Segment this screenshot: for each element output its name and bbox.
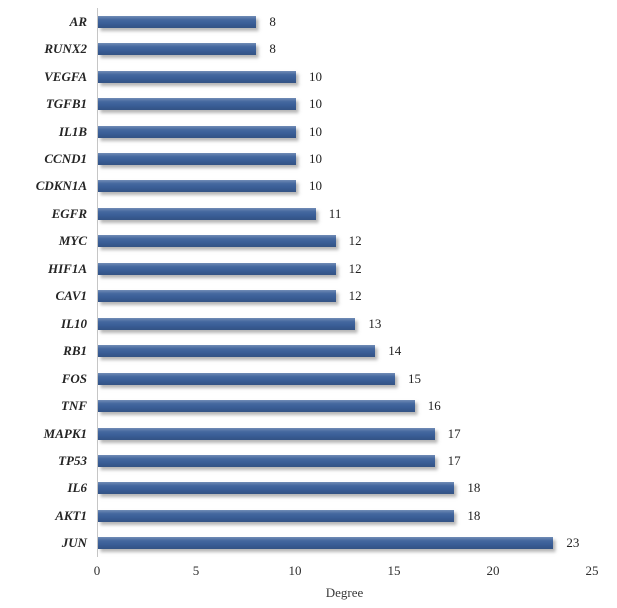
- bar-row: AKT1 18: [0, 502, 617, 529]
- y-axis-line: [97, 8, 98, 557]
- bar-row: CCND1 10: [0, 145, 617, 172]
- category-label: TGFB1: [45, 96, 87, 112]
- bar-row: CAV1 12: [0, 283, 617, 310]
- category-label: MYC: [58, 233, 87, 249]
- bar: [98, 427, 435, 440]
- bar-row: RB1 14: [0, 337, 617, 364]
- bars-container: AR 8 RUNX2 8 VEGFA 10 TGFB1 10 IL1B 10 CCND1 10 CDKN…: [0, 8, 617, 557]
- bar: [98, 180, 296, 193]
- bar-row: HIF1A 12: [0, 255, 617, 282]
- bar: [98, 152, 296, 165]
- bar-row: TP53 17: [0, 447, 617, 474]
- value-label: 11: [328, 205, 342, 221]
- x-tick-label: 25: [585, 563, 599, 578]
- category-label: MAPK1: [43, 425, 87, 441]
- category-label: EGFR: [51, 205, 87, 221]
- bar-row: FOS 15: [0, 365, 617, 392]
- bar-row: MYC 12: [0, 228, 617, 255]
- category-label: AR: [69, 13, 87, 29]
- x-tick-label: 15: [387, 563, 401, 578]
- category-label: RUNX2: [44, 41, 87, 57]
- bar: [98, 482, 455, 495]
- category-label: CDKN1A: [35, 178, 87, 194]
- bar: [98, 262, 336, 275]
- bar: [98, 454, 435, 467]
- bar: [98, 235, 336, 248]
- category-label: CCND1: [44, 150, 87, 166]
- category-label: AKT1: [55, 507, 87, 523]
- value-label: 14: [388, 343, 402, 359]
- x-tick-label: 0: [93, 563, 101, 578]
- category-label: HIF1A: [47, 260, 87, 276]
- value-label: 12: [348, 288, 362, 304]
- bar: [98, 345, 376, 358]
- value-label: 10: [309, 178, 322, 194]
- value-label: 23: [566, 535, 580, 551]
- bar-row: VEGFA 10: [0, 63, 617, 90]
- bar-row: CDKN1A 10: [0, 173, 617, 200]
- category-label: RB1: [63, 343, 87, 359]
- bar: [98, 372, 395, 385]
- value-label: 10: [309, 68, 322, 84]
- bar-row: TGFB1 10: [0, 90, 617, 117]
- category-label: TNF: [61, 398, 87, 414]
- bar-row: IL1B 10: [0, 118, 617, 145]
- category-label: FOS: [61, 370, 87, 386]
- bar: [98, 317, 356, 330]
- value-label: 18: [467, 480, 481, 496]
- x-axis-ticks: 0 5 10 15 20 25: [0, 563, 617, 581]
- bar-row: MAPK1 17: [0, 420, 617, 447]
- bar-row: JUN 23: [0, 530, 617, 557]
- bar-row: IL10 13: [0, 310, 617, 337]
- value-label: 16: [427, 398, 441, 414]
- bar: [98, 15, 257, 28]
- value-label: 12: [348, 233, 362, 249]
- bar-row: TNF 16: [0, 392, 617, 419]
- x-tick-label: 5: [192, 563, 200, 578]
- category-label: JUN: [61, 535, 87, 551]
- bar-row: RUNX2 8: [0, 35, 617, 62]
- value-label: 10: [309, 150, 322, 166]
- bar: [98, 98, 296, 111]
- x-axis-label: Degree: [325, 585, 364, 600]
- category-label: VEGFA: [44, 68, 87, 84]
- value-label: 8: [269, 41, 276, 57]
- x-tick-label: 20: [486, 563, 500, 578]
- value-label: 18: [467, 507, 481, 523]
- bar: [98, 43, 257, 56]
- value-label: 12: [348, 260, 362, 276]
- value-label: 8: [269, 13, 276, 29]
- value-label: 13: [368, 315, 382, 331]
- category-label: IL1B: [58, 123, 87, 139]
- value-label: 10: [309, 123, 322, 139]
- category-label: IL10: [61, 315, 87, 331]
- bar: [98, 290, 336, 303]
- category-label: CAV1: [55, 288, 87, 304]
- bar-row: IL6 18: [0, 475, 617, 502]
- value-label: 17: [447, 425, 461, 441]
- x-tick-label: 10: [288, 563, 302, 578]
- category-label: TP53: [58, 452, 87, 468]
- bar: [98, 207, 316, 220]
- category-label: IL6: [67, 480, 88, 496]
- bar-row: EGFR 11: [0, 200, 617, 227]
- value-label: 15: [408, 370, 421, 386]
- bar: [98, 70, 296, 83]
- bar: [98, 537, 554, 550]
- value-label: 10: [309, 96, 322, 112]
- bar-row: AR 8: [0, 8, 617, 35]
- bar: [98, 509, 455, 522]
- bar: [98, 400, 415, 413]
- value-label: 17: [447, 452, 461, 468]
- bar: [98, 125, 296, 138]
